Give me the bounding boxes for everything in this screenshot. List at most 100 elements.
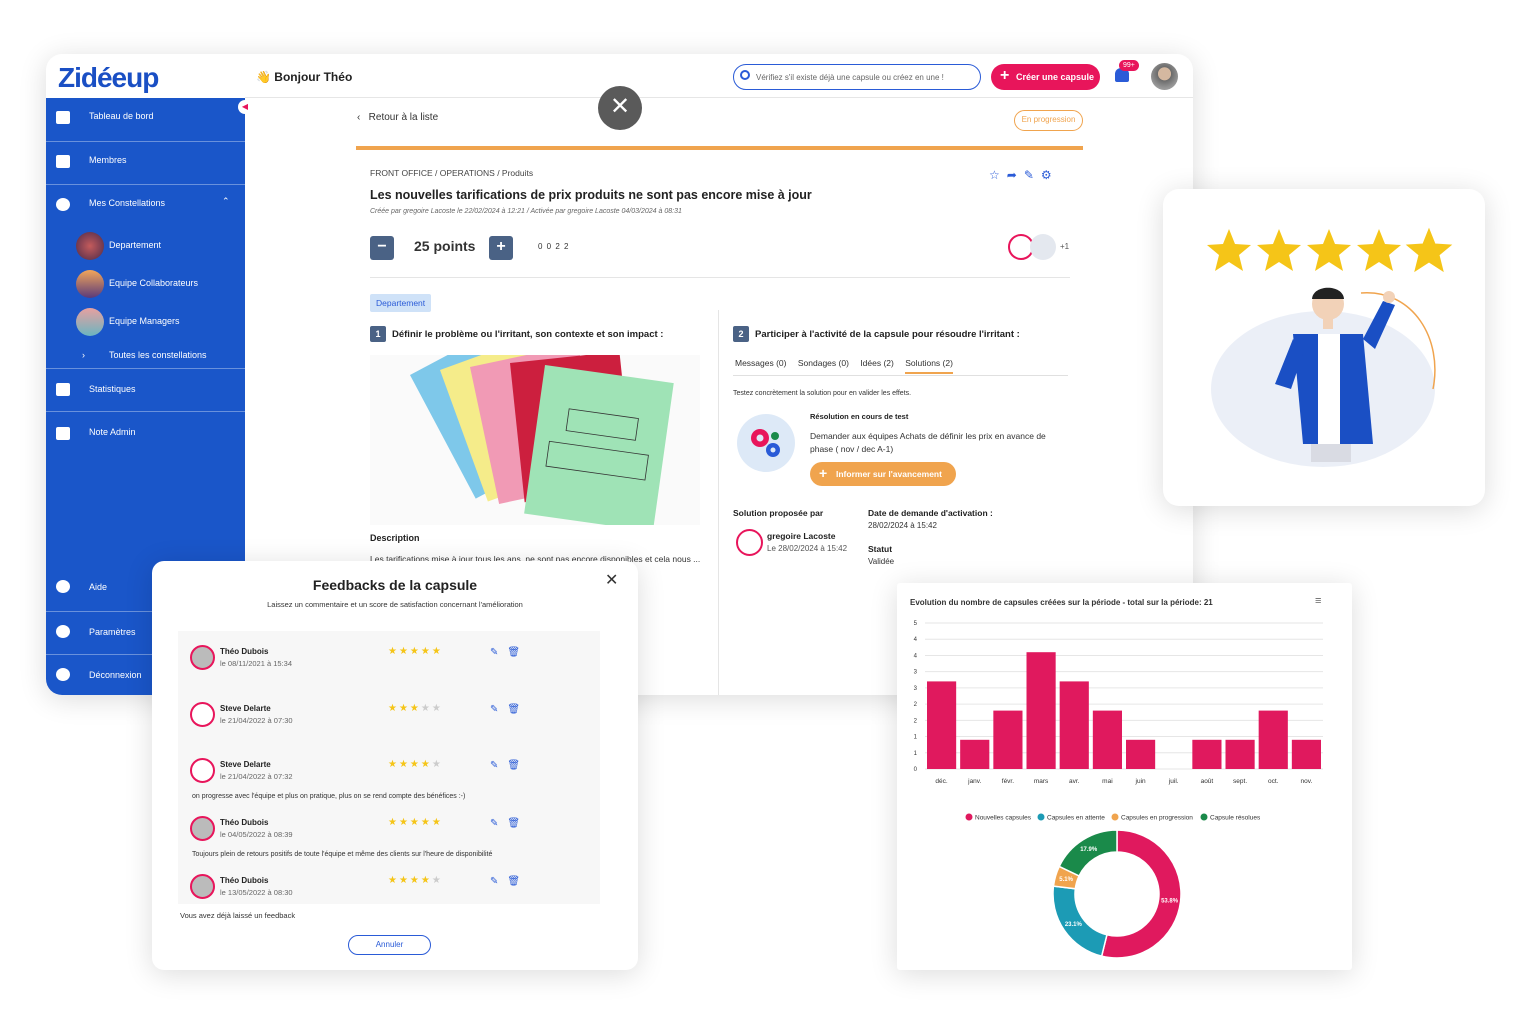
- tab-idees[interactable]: Idées (2): [860, 358, 894, 368]
- documents-image: [370, 355, 700, 525]
- plus-icon: +: [1000, 67, 1010, 84]
- chevron-right-icon: ›: [82, 350, 85, 360]
- tab-messages[interactable]: Messages (0): [735, 358, 787, 368]
- constellation-thumbnail: [76, 308, 104, 336]
- trash-icon[interactable]: 🗑: [507, 647, 530, 658]
- points-value: 25 points: [414, 238, 476, 254]
- bar: [1291, 739, 1321, 769]
- constellation-tag: Departement: [370, 294, 432, 312]
- settings-icon[interactable]: ⚙: [1040, 168, 1059, 182]
- rating-stars: ★★★★★: [388, 703, 443, 714]
- x-tick-label: oct.: [1268, 778, 1279, 785]
- legend-label: Capsule résolues: [1210, 815, 1261, 822]
- trash-icon[interactable]: 🗑: [507, 704, 530, 715]
- share-icon[interactable]: ➦: [1006, 168, 1024, 182]
- constellation-collaborateurs[interactable]: Equipe Collaborateurs: [76, 270, 198, 298]
- logout-icon: [56, 668, 70, 681]
- five-stars-icon: [1207, 227, 1453, 273]
- constellation-managers[interactable]: Equipe Managers: [76, 308, 180, 336]
- back-link[interactable]: ‹ Retour à la liste: [357, 112, 439, 123]
- feedback-comment: on progresse avec l'équipe et plus on pr…: [192, 793, 466, 800]
- sidebar-item-dashboard[interactable]: Tableau de bord: [46, 111, 245, 124]
- sidebar-item-logout[interactable]: Déconnexion: [46, 654, 245, 681]
- app-logo[interactable]: Zidéeup: [58, 62, 159, 93]
- edit-icon[interactable]: ✎: [490, 818, 508, 829]
- bar: [960, 739, 990, 769]
- create-capsule-button[interactable]: + Créer une capsule: [991, 64, 1100, 90]
- tab-solutions[interactable]: Solutions (2): [905, 358, 953, 374]
- minus-button[interactable]: −: [370, 236, 394, 260]
- legend-label: Nouvelles capsules: [975, 815, 1032, 822]
- constellation-icon: [56, 198, 70, 211]
- star-icon[interactable]: ☆: [989, 168, 1007, 182]
- bar: [1258, 710, 1288, 769]
- search-icon: [740, 70, 750, 80]
- bar: [993, 710, 1023, 769]
- plus-icon: +: [819, 465, 828, 481]
- activity-tabs: Messages (0) Sondages (0) Idées (2) Solu…: [735, 358, 962, 374]
- feedback-author: Théo Dubois: [220, 818, 269, 827]
- trash-icon[interactable]: 🗑: [507, 876, 530, 887]
- y-tick-label: 0: [914, 767, 918, 773]
- chart-icon: [56, 383, 70, 396]
- collapse-sidebar-icon[interactable]: ◀: [238, 100, 252, 114]
- tab-sondages[interactable]: Sondages (0): [797, 358, 849, 368]
- x-tick-label: mai: [1102, 778, 1112, 785]
- feedback-note: Vous avez déjà laissé un feedback: [180, 911, 296, 920]
- more-members: +1: [1060, 242, 1070, 251]
- x-tick-label: août: [1201, 778, 1214, 785]
- members-icon[interactable]: [1030, 234, 1056, 260]
- edit-icon[interactable]: ✎: [490, 876, 508, 887]
- solution-by-label: Solution proposée par: [733, 508, 824, 518]
- feedback-author: Théo Dubois: [220, 876, 269, 885]
- sidebar-item-settings[interactable]: Paramètres: [46, 611, 245, 638]
- edit-icon[interactable]: ✎: [490, 647, 508, 658]
- y-tick-label: 2: [914, 702, 918, 708]
- inform-progress-button[interactable]: + Informer sur l'avancement: [810, 462, 956, 486]
- plus-button[interactable]: +: [489, 236, 513, 260]
- sidebar-item-note-admin[interactable]: Note Admin: [46, 411, 245, 440]
- trash-icon[interactable]: 🗑: [507, 818, 530, 829]
- sidebar-item-constellations[interactable]: Mes Constellations ⌃: [46, 184, 245, 211]
- capsule-meta: Créée par gregoire Lacoste le 22/02/2024…: [370, 208, 682, 215]
- donut-chart: 53.8% 23.1% 5.1% 17.9%: [1052, 829, 1182, 959]
- y-tick-label: 2: [914, 718, 918, 724]
- activation-value: 28/02/2024 à 15:42: [868, 521, 937, 530]
- feedback-subtitle: Laissez un commentaire et un score de sa…: [267, 600, 523, 609]
- row-actions: ✎🗑: [490, 647, 529, 658]
- sidebar-item-help[interactable]: Aide: [46, 580, 245, 593]
- capsule-title: Les nouvelles tarifications de prix prod…: [370, 188, 812, 202]
- edit-icon[interactable]: ✎: [490, 760, 508, 771]
- menu-icon[interactable]: ≡: [1315, 595, 1322, 607]
- feedback-author: Théo Dubois: [220, 647, 269, 656]
- resolution-title: Résolution en cours de test: [810, 412, 909, 421]
- solution-author-avatar: [736, 529, 763, 556]
- y-tick-label: 4: [914, 637, 918, 643]
- close-icon[interactable]: ✕: [605, 572, 619, 589]
- tabs-underline: [733, 375, 1068, 376]
- sidebar-item-members[interactable]: Membres: [46, 141, 245, 168]
- breadcrumb: FRONT OFFICE / OPERATIONS / Produits: [370, 168, 534, 178]
- edit-icon[interactable]: ✎: [490, 704, 508, 715]
- avatar: [190, 874, 215, 899]
- feedback-date: le 21/04/2022 à 07:30: [220, 716, 293, 725]
- stats-chart-card: Evolution du nombre de capsules créées s…: [897, 583, 1352, 970]
- bar: [1059, 681, 1089, 769]
- user-avatar[interactable]: [1151, 63, 1178, 90]
- search-input[interactable]: Vérifiez s'il existe déjà une capsule ou…: [733, 64, 981, 90]
- constellation-departement[interactable]: Departement: [76, 232, 161, 260]
- cancel-button[interactable]: Annuler: [348, 935, 431, 955]
- edit-icon[interactable]: ✎: [1023, 168, 1041, 182]
- sidebar-item-stats[interactable]: Statistiques: [46, 368, 245, 396]
- rating-stars: ★★★★★: [388, 817, 443, 828]
- trash-icon[interactable]: 🗑: [507, 760, 530, 771]
- all-constellations-link[interactable]: › Toutes les constellations: [82, 350, 207, 360]
- row-actions: ✎🗑: [490, 818, 529, 829]
- legend-label: Capsules en progression: [1121, 815, 1193, 822]
- bell-icon[interactable]: [1115, 68, 1129, 82]
- donut-slice: [1100, 829, 1182, 959]
- close-icon[interactable]: ✕: [598, 86, 642, 130]
- x-tick-label: févr.: [1002, 778, 1014, 785]
- test-hint: Testez concrètement la solution pour en …: [733, 390, 912, 397]
- bar: [927, 681, 957, 769]
